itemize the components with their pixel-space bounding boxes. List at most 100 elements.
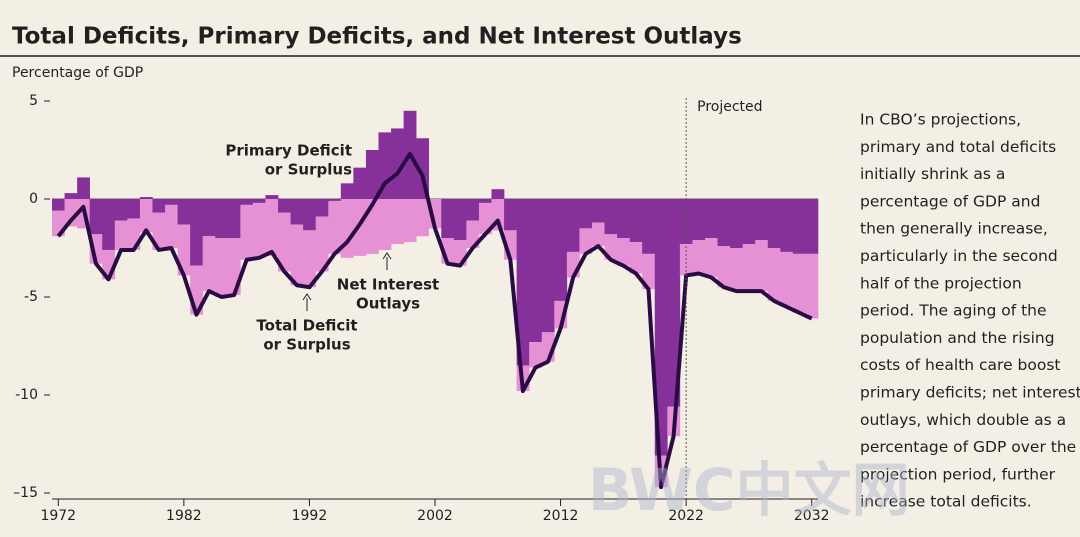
bar (340, 199, 354, 258)
bar (64, 193, 78, 199)
side-note-line: costs of health care boost (860, 356, 1061, 374)
x-tick-label: 1972 (40, 508, 76, 524)
bar (780, 251, 794, 307)
bar (755, 199, 769, 241)
bar (240, 199, 254, 205)
bar (604, 199, 618, 235)
bar (717, 246, 731, 288)
bar (328, 200, 342, 254)
bar (278, 212, 291, 272)
bar (692, 240, 706, 274)
x-tick-label: 2022 (668, 508, 704, 524)
bar (290, 224, 304, 286)
bar (629, 242, 643, 274)
bar (767, 199, 781, 248)
bar (667, 199, 681, 407)
primary-annotation: or Surplus (265, 161, 352, 179)
bar (190, 199, 203, 266)
bar (591, 199, 605, 223)
bar (139, 199, 153, 233)
bar (378, 199, 392, 250)
bar (453, 199, 467, 241)
y-tick-label: 5 (29, 93, 38, 109)
projected-label: Projected (697, 99, 762, 115)
side-note-line: period. The aging of the (860, 302, 1047, 320)
bar (265, 199, 279, 256)
bar (290, 199, 304, 225)
bar (692, 199, 706, 241)
watermark: BWC中文网 (588, 456, 910, 524)
y-tick-label: –15 (13, 485, 38, 501)
bar (717, 199, 731, 247)
bar (742, 199, 756, 245)
bar (127, 199, 141, 219)
bar (139, 197, 153, 199)
side-note-line: primary deficits; net interest (860, 384, 1080, 402)
bar (516, 199, 530, 366)
y-tick-label: 0 (29, 191, 38, 207)
side-note-line: primary and total deficits (860, 138, 1056, 156)
bar (541, 199, 555, 333)
total-annotation: or Surplus (263, 336, 350, 354)
bar (340, 183, 354, 199)
primary-annotation: Primary Deficit (225, 142, 352, 160)
interest-annotation: Net Interest (337, 276, 439, 294)
bar (617, 238, 630, 266)
bar (252, 199, 266, 203)
x-tick-label: 2002 (417, 508, 453, 524)
side-note-line: outlays, which double as a (860, 411, 1066, 429)
bar (403, 199, 417, 243)
bar (742, 244, 756, 292)
bar (227, 199, 241, 239)
x-tick-label: 1982 (166, 508, 202, 524)
bar (491, 189, 505, 199)
bar (177, 224, 191, 276)
bar (466, 199, 480, 221)
interest-arrowhead (382, 252, 392, 260)
bar (202, 236, 216, 292)
bar (780, 199, 794, 252)
side-note-line: percentage of GDP and (860, 192, 1040, 210)
bar (202, 199, 216, 237)
bar (152, 212, 166, 250)
side-note-line: In CBO’s projections, (860, 111, 1021, 129)
bar (529, 342, 543, 368)
bar (579, 199, 593, 229)
bar (617, 199, 630, 239)
bar (328, 199, 342, 201)
bar (730, 199, 743, 248)
bar (265, 195, 279, 199)
y-tick-label: -5 (24, 289, 38, 305)
bar (152, 199, 166, 213)
bar (89, 199, 103, 235)
total-annotation: Total Deficit (256, 317, 357, 335)
bar (792, 199, 806, 254)
bar (566, 199, 580, 252)
bar (77, 177, 90, 199)
bar (391, 128, 404, 199)
bar (315, 216, 329, 272)
bar (478, 202, 492, 235)
side-note-line: half of the projection (860, 274, 1022, 292)
bar (591, 222, 605, 247)
side-note-line: percentage of GDP over the (860, 438, 1076, 456)
side-note-line: then generally increase, (860, 220, 1048, 238)
bar (805, 199, 819, 254)
bar (391, 199, 404, 245)
bar (114, 199, 128, 221)
bar (730, 248, 743, 292)
total-arrowhead (302, 293, 312, 301)
bar (629, 199, 643, 243)
side-note-line: particularly in the second (860, 247, 1058, 265)
bar (604, 234, 618, 260)
x-tick-label: 1992 (292, 508, 328, 524)
bar (52, 199, 65, 211)
bar (416, 199, 430, 237)
bar (529, 199, 543, 343)
bar (767, 248, 781, 301)
bar (478, 199, 492, 203)
bar (165, 199, 178, 205)
y-tick-label: -10 (15, 387, 38, 403)
